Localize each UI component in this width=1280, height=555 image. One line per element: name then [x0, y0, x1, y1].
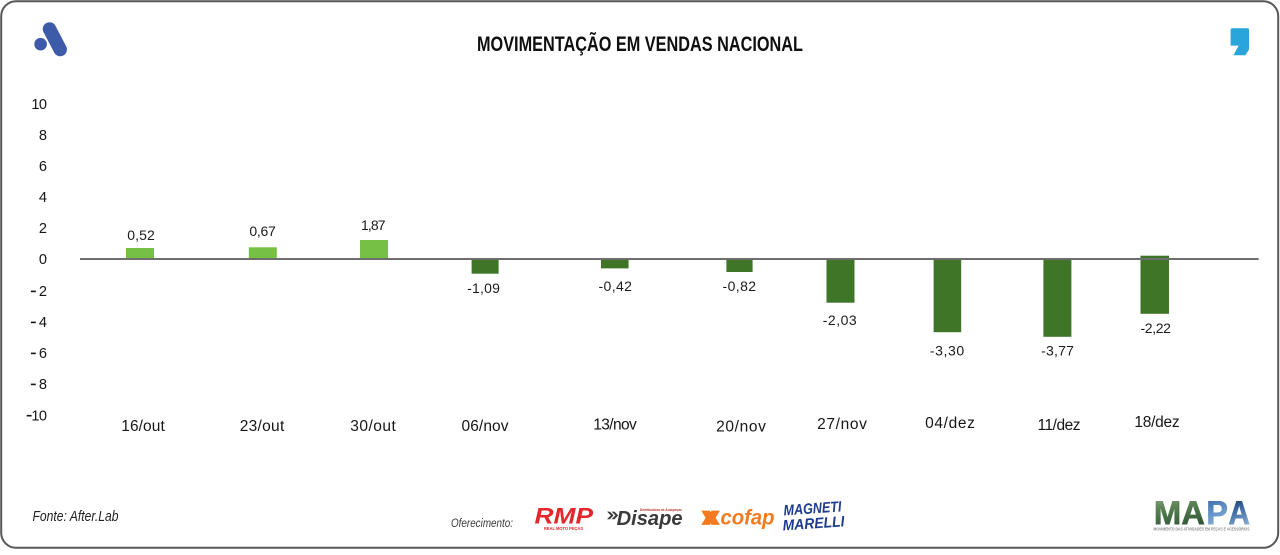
svg-text:6: 6 [39, 346, 47, 362]
svg-text:18/dez: 18/dez [1134, 414, 1179, 431]
svg-text:-1,09: -1,09 [467, 280, 500, 296]
svg-text:-2,22: -2,22 [1140, 320, 1171, 336]
svg-text:Disape: Disape [617, 508, 683, 530]
svg-text:RMP: RMP [535, 503, 594, 528]
svg-text:MOVIMENTAÇÃO EM VENDAS NACIONA: MOVIMENTAÇÃO EM VENDAS NACIONAL [477, 31, 803, 56]
svg-text:Fonte: After.Lab: Fonte: After.Lab [33, 508, 119, 525]
svg-text:04/dez: 04/dez [925, 415, 975, 432]
svg-text:Oferecimento:: Oferecimento: [451, 518, 513, 530]
svg-text:-3,30: -3,30 [930, 342, 965, 358]
svg-text:Distribuidora de Autopeças: Distribuidora de Autopeças [640, 508, 682, 512]
svg-text:23/out: 23/out [240, 418, 285, 435]
svg-text:30/out: 30/out [350, 418, 396, 435]
svg-text:-3,77: -3,77 [1041, 342, 1074, 358]
svg-text:MA: MA [1154, 495, 1205, 533]
svg-text:8: 8 [39, 128, 47, 144]
svg-text:06/nov: 06/nov [462, 418, 509, 435]
svg-text:MARELLI: MARELLI [782, 513, 846, 534]
svg-text:cofap: cofap [721, 507, 775, 530]
svg-text:0: 0 [39, 252, 47, 268]
svg-text:10: 10 [31, 97, 47, 113]
svg-text:0,67: 0,67 [249, 223, 276, 239]
svg-text:A: A [1228, 495, 1250, 533]
svg-text:4: 4 [39, 190, 47, 206]
svg-text:2: 2 [39, 221, 47, 237]
svg-text:8: 8 [39, 377, 47, 393]
svg-text:2: 2 [39, 284, 47, 300]
svg-text:P: P [1207, 495, 1229, 533]
svg-text:REAL MOTO PEÇAS: REAL MOTO PEÇAS [544, 526, 583, 531]
svg-text:P: P [1206, 495, 1228, 533]
svg-text:-0,42: -0,42 [598, 278, 632, 294]
svg-text:A: A [1229, 495, 1251, 533]
svg-text:6: 6 [39, 159, 47, 175]
svg-text:MAGNETI: MAGNETI [783, 498, 843, 519]
svg-text:MA: MA [1154, 495, 1205, 533]
svg-text:20/nov: 20/nov [716, 419, 766, 436]
svg-text:16/out: 16/out [121, 418, 165, 435]
svg-text:27/nov: 27/nov [817, 416, 867, 433]
svg-text:11/dez: 11/dez [1038, 417, 1081, 434]
svg-text:4: 4 [39, 315, 47, 331]
svg-text:0,52: 0,52 [127, 227, 155, 243]
svg-text:1,87: 1,87 [361, 217, 386, 233]
svg-text:10: 10 [31, 409, 47, 425]
svg-text:13/nov: 13/nov [593, 417, 637, 434]
svg-text:-2,03: -2,03 [823, 312, 857, 328]
svg-text:MOVIMENTO DAS ATIVIDADES EM PE: MOVIMENTO DAS ATIVIDADES EM PEÇAS E ACES… [1154, 527, 1250, 532]
svg-text:-0,82: -0,82 [723, 278, 757, 294]
